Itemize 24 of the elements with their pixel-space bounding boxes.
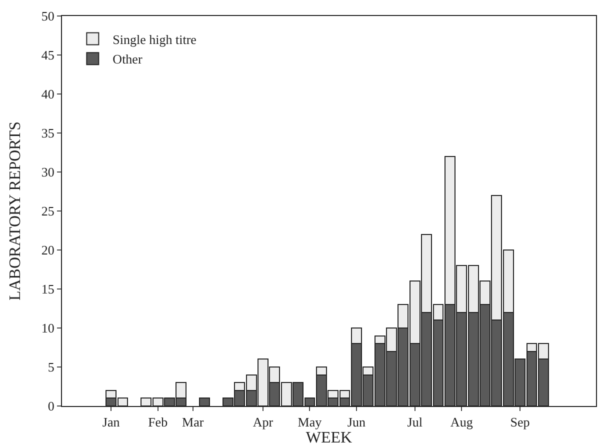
x-tick-label: Feb <box>148 414 168 430</box>
x-tick-label: Aug <box>450 414 474 430</box>
y-tick-label: 0 <box>48 398 54 414</box>
y-axis-title: LABORATORY REPORTS <box>7 121 24 301</box>
x-tick-label: Apr <box>252 414 274 430</box>
legend-label: Single high titre <box>112 32 197 47</box>
y-tick-label: 5 <box>48 360 54 375</box>
x-axis-title: WEEK <box>306 430 353 447</box>
y-tick-label: 15 <box>41 282 54 297</box>
y-tick-label: 10 <box>41 320 54 336</box>
x-tick-label: Jul <box>407 414 423 430</box>
x-tick-label: Jun <box>347 414 366 430</box>
y-tick-label: 35 <box>41 126 54 141</box>
y-tick-label: 50 <box>41 8 54 24</box>
y-tick-label: 20 <box>41 242 54 258</box>
y-tick-label: 45 <box>41 48 54 63</box>
x-tick-label: May <box>298 414 322 430</box>
y-tick-label: 40 <box>41 86 54 102</box>
legend-label: Other <box>112 52 143 67</box>
x-tick-label: Sep <box>510 414 530 430</box>
x-tick-label: Mar <box>182 414 204 430</box>
y-tick-label: 25 <box>41 204 54 219</box>
x-tick-label: Jan <box>102 414 120 430</box>
y-tick-label: 30 <box>41 164 54 180</box>
